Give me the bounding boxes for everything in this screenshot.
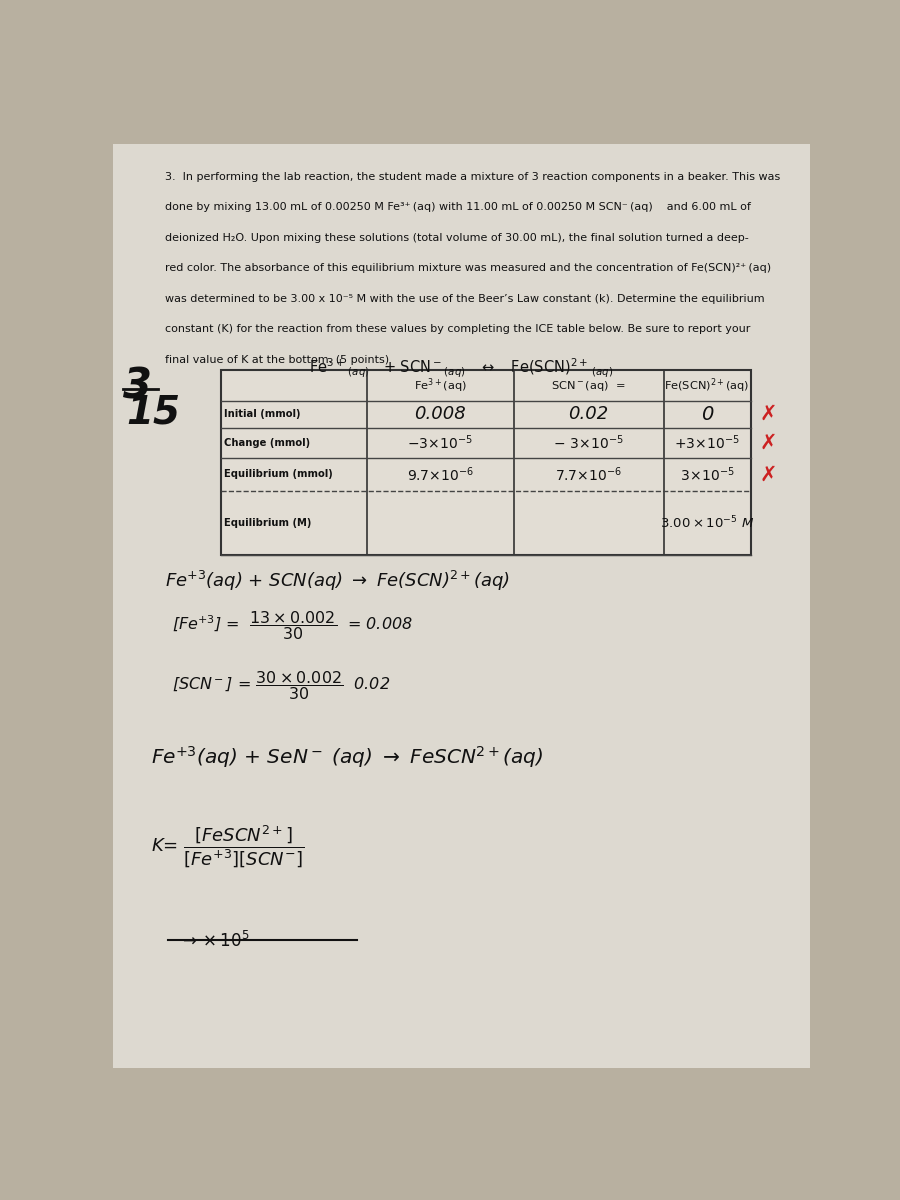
Text: Fe$^{3+}$$_{\,(aq)}$   + SCN$^-$$_{(aq)}$   $\leftrightarrow$   Fe(SCN)$^{2+}$$_: Fe$^{3+}$$_{\,(aq)}$ + SCN$^-$$_{(aq)}$ …	[309, 356, 614, 380]
Text: 0.02: 0.02	[569, 406, 608, 424]
Text: $3\!\times\!10^{-5}$: $3\!\times\!10^{-5}$	[680, 466, 734, 484]
Text: final value of K at the bottom. (5 points): final value of K at the bottom. (5 point…	[165, 355, 389, 365]
Text: Fe(SCN)$^{2+}$(aq): Fe(SCN)$^{2+}$(aq)	[664, 377, 750, 395]
Bar	[220, 371, 751, 556]
Text: done by mixing 13.00 mL of 0.00250 M Fe³⁺ (aq) with 11.00 mL of 0.00250 M SCN⁻ (: done by mixing 13.00 mL of 0.00250 M Fe³…	[165, 203, 751, 212]
Text: [SCN$^-$] = $\dfrac{30\times 0.002}{30}$  0.02: [SCN$^-$] = $\dfrac{30\times 0.002}{30}$…	[172, 668, 390, 702]
Text: red color. The absorbance of this equilibrium mixture was measured and the conce: red color. The absorbance of this equili…	[165, 263, 771, 274]
Text: 3: 3	[123, 366, 152, 408]
Text: Fe$^{3+}$(aq): Fe$^{3+}$(aq)	[414, 377, 467, 395]
Text: K= $\dfrac{[FeSCN^{2+}]}{[Fe^{+3}][SCN^{-}]}$: K= $\dfrac{[FeSCN^{2+}]}{[Fe^{+3}][SCN^{…	[151, 823, 304, 870]
Text: $-\ 3\!\times\!10^{-5}$: $-\ 3\!\times\!10^{-5}$	[554, 433, 624, 452]
Text: 15: 15	[126, 394, 180, 432]
Text: Fe$^{+3}$(aq) + SCN(aq) $\rightarrow$ Fe(SCN)$^{2+}$(aq): Fe$^{+3}$(aq) + SCN(aq) $\rightarrow$ Fe…	[165, 569, 509, 593]
Text: $9.7\!\times\!10^{-6}$: $9.7\!\times\!10^{-6}$	[407, 466, 473, 484]
Text: 0: 0	[701, 404, 714, 424]
Text: ✗: ✗	[760, 433, 777, 452]
Text: Initial (mmol): Initial (mmol)	[224, 409, 301, 419]
Text: Change (mmol): Change (mmol)	[224, 438, 310, 448]
Text: deionized H₂O. Upon mixing these solutions (total volume of 30.00 mL), the final: deionized H₂O. Upon mixing these solutio…	[165, 233, 749, 242]
Text: constant (K) for the reaction from these values by completing the ICE table belo: constant (K) for the reaction from these…	[165, 324, 751, 334]
Text: $+3\!\times\!10^{-5}$: $+3\!\times\!10^{-5}$	[674, 433, 741, 452]
Text: $7.7\!\times\!10^{-6}$: $7.7\!\times\!10^{-6}$	[555, 466, 622, 484]
Text: ✗: ✗	[760, 464, 777, 485]
Text: 0.008: 0.008	[414, 406, 466, 424]
Text: ✗: ✗	[760, 404, 777, 425]
Text: SCN$^-$(aq)  =: SCN$^-$(aq) =	[552, 379, 626, 392]
Text: 3.  In performing the lab reaction, the student made a mixture of 3 reaction com: 3. In performing the lab reaction, the s…	[165, 172, 780, 181]
Text: Fe$^{+3}$(aq) + SeN$^-$ (aq) $\rightarrow$ FeSCN$^{2+}$(aq): Fe$^{+3}$(aq) + SeN$^-$ (aq) $\rightarro…	[151, 744, 544, 770]
Text: [Fe$^{+3}$] =  $\dfrac{13\times 0.002}{30}$  = 0.008: [Fe$^{+3}$] = $\dfrac{13\times 0.002}{30…	[172, 608, 413, 642]
Text: Equilibrium (M): Equilibrium (M)	[224, 518, 311, 528]
Text: was determined to be 3.00 x 10⁻⁵ M with the use of the Beer’s Law constant (k). : was determined to be 3.00 x 10⁻⁵ M with …	[165, 294, 764, 304]
Text: $3.00\times10^{-5}\ M$: $3.00\times10^{-5}\ M$	[660, 515, 754, 532]
Text: $\rightarrow\times 10^{5}$: $\rightarrow\times 10^{5}$	[179, 931, 249, 952]
Text: $-3\!\times\!10^{-5}$: $-3\!\times\!10^{-5}$	[407, 433, 473, 452]
Text: Equilibrium (mmol): Equilibrium (mmol)	[224, 469, 333, 479]
